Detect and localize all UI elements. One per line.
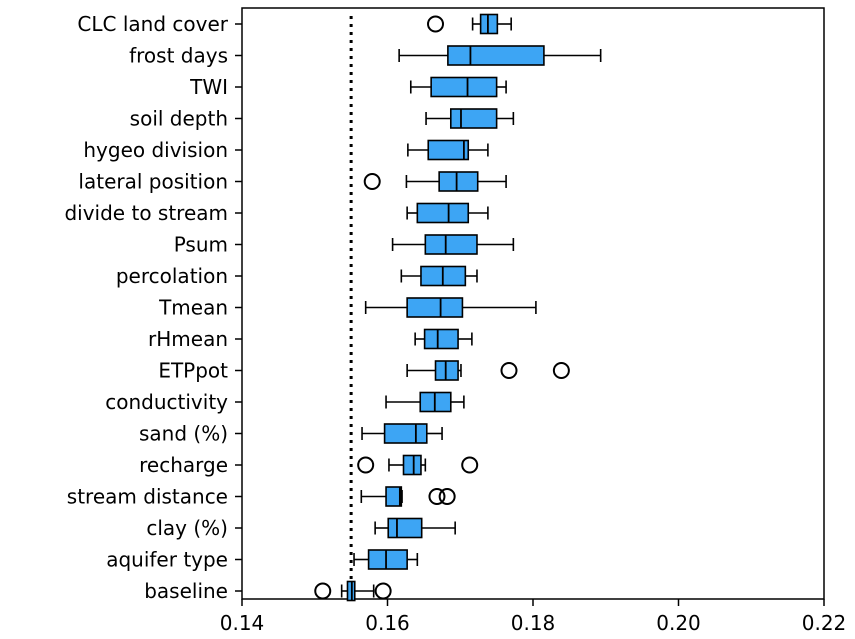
category-label: baseline <box>144 579 228 603</box>
category-label: aquifer type <box>106 548 228 572</box>
category-label-layer: CLC land cover frost days TWI soil depth hyg… <box>64 12 242 603</box>
category-label: lateral position <box>78 170 228 194</box>
box-iqr <box>416 202 470 224</box>
category-label: Tmean <box>158 296 228 320</box>
category-label: sand (%) <box>139 422 228 446</box>
box-12 <box>385 391 465 413</box>
box-iqr <box>449 108 498 129</box>
category-label: recharge <box>139 453 228 477</box>
box-iqr <box>427 139 470 161</box>
box-iqr <box>367 549 408 570</box>
box-iqr <box>434 360 459 381</box>
outlier-point <box>428 488 446 505</box>
category-label: percolation <box>116 264 228 288</box>
box-7 <box>391 234 515 255</box>
category-label: rHmean <box>148 327 228 351</box>
box-iqr <box>387 517 423 539</box>
box-0 <box>427 13 512 35</box>
x-tick-label: 0.14 <box>220 611 265 635</box>
outlier-point <box>374 582 392 600</box>
box-15 <box>360 486 456 507</box>
box-18 <box>314 580 392 602</box>
box-iqr <box>385 486 403 507</box>
box-8 <box>400 265 478 287</box>
outlier-point <box>552 362 570 379</box>
x-tick-label: 0.20 <box>656 611 701 635</box>
outlier-point <box>357 456 375 474</box>
x-tick-label: 0.22 <box>802 611 847 635</box>
box-4 <box>407 139 489 161</box>
outlier-point <box>314 582 332 600</box>
category-label: CLC land cover <box>77 12 228 36</box>
outlier-point <box>461 456 479 474</box>
box-iqr <box>406 297 464 318</box>
box-1 <box>398 45 602 66</box>
box-9 <box>364 297 537 318</box>
outlier-point <box>363 173 381 190</box>
box-6 <box>406 202 489 224</box>
box-17 <box>353 549 419 570</box>
category-label: soil depth <box>130 107 228 131</box>
outlier-point <box>438 488 456 505</box>
box-iqr <box>402 454 422 476</box>
plot-area <box>241 7 825 600</box>
box-14 <box>357 454 479 476</box>
box-16 <box>374 517 456 539</box>
category-label: hygeo division <box>83 138 228 162</box>
box-2 <box>409 76 507 98</box>
category-label: ETPpot <box>158 359 228 383</box>
category-label: clay (%) <box>146 516 228 540</box>
category-label: divide to stream <box>64 201 228 225</box>
box-iqr <box>430 76 498 98</box>
outlier-point <box>427 15 445 33</box>
box-layer <box>314 13 602 602</box>
category-label: frost days <box>129 44 228 68</box>
box-5 <box>363 171 507 192</box>
box-13 <box>361 423 443 444</box>
box-iqr <box>423 328 459 350</box>
category-label: stream distance <box>67 485 228 509</box>
box-3 <box>425 108 515 129</box>
category-label: Psum <box>174 233 228 257</box>
x-tick-label: 0.18 <box>511 611 556 635</box>
category-label: conductivity <box>105 390 228 414</box>
box-iqr <box>447 45 545 66</box>
x-tick-label: 0.16 <box>365 611 410 635</box>
box-11 <box>406 360 570 381</box>
outlier-point <box>500 362 518 379</box>
category-label: TWI <box>189 75 228 99</box>
box-iqr <box>479 13 499 35</box>
box-iqr <box>438 171 479 192</box>
box-iqr <box>424 234 478 255</box>
box-10 <box>414 328 473 350</box>
box-iqr <box>383 423 428 444</box>
x-axis: 0.14 0.16 0.18 0.20 0.22 <box>220 599 847 635</box>
